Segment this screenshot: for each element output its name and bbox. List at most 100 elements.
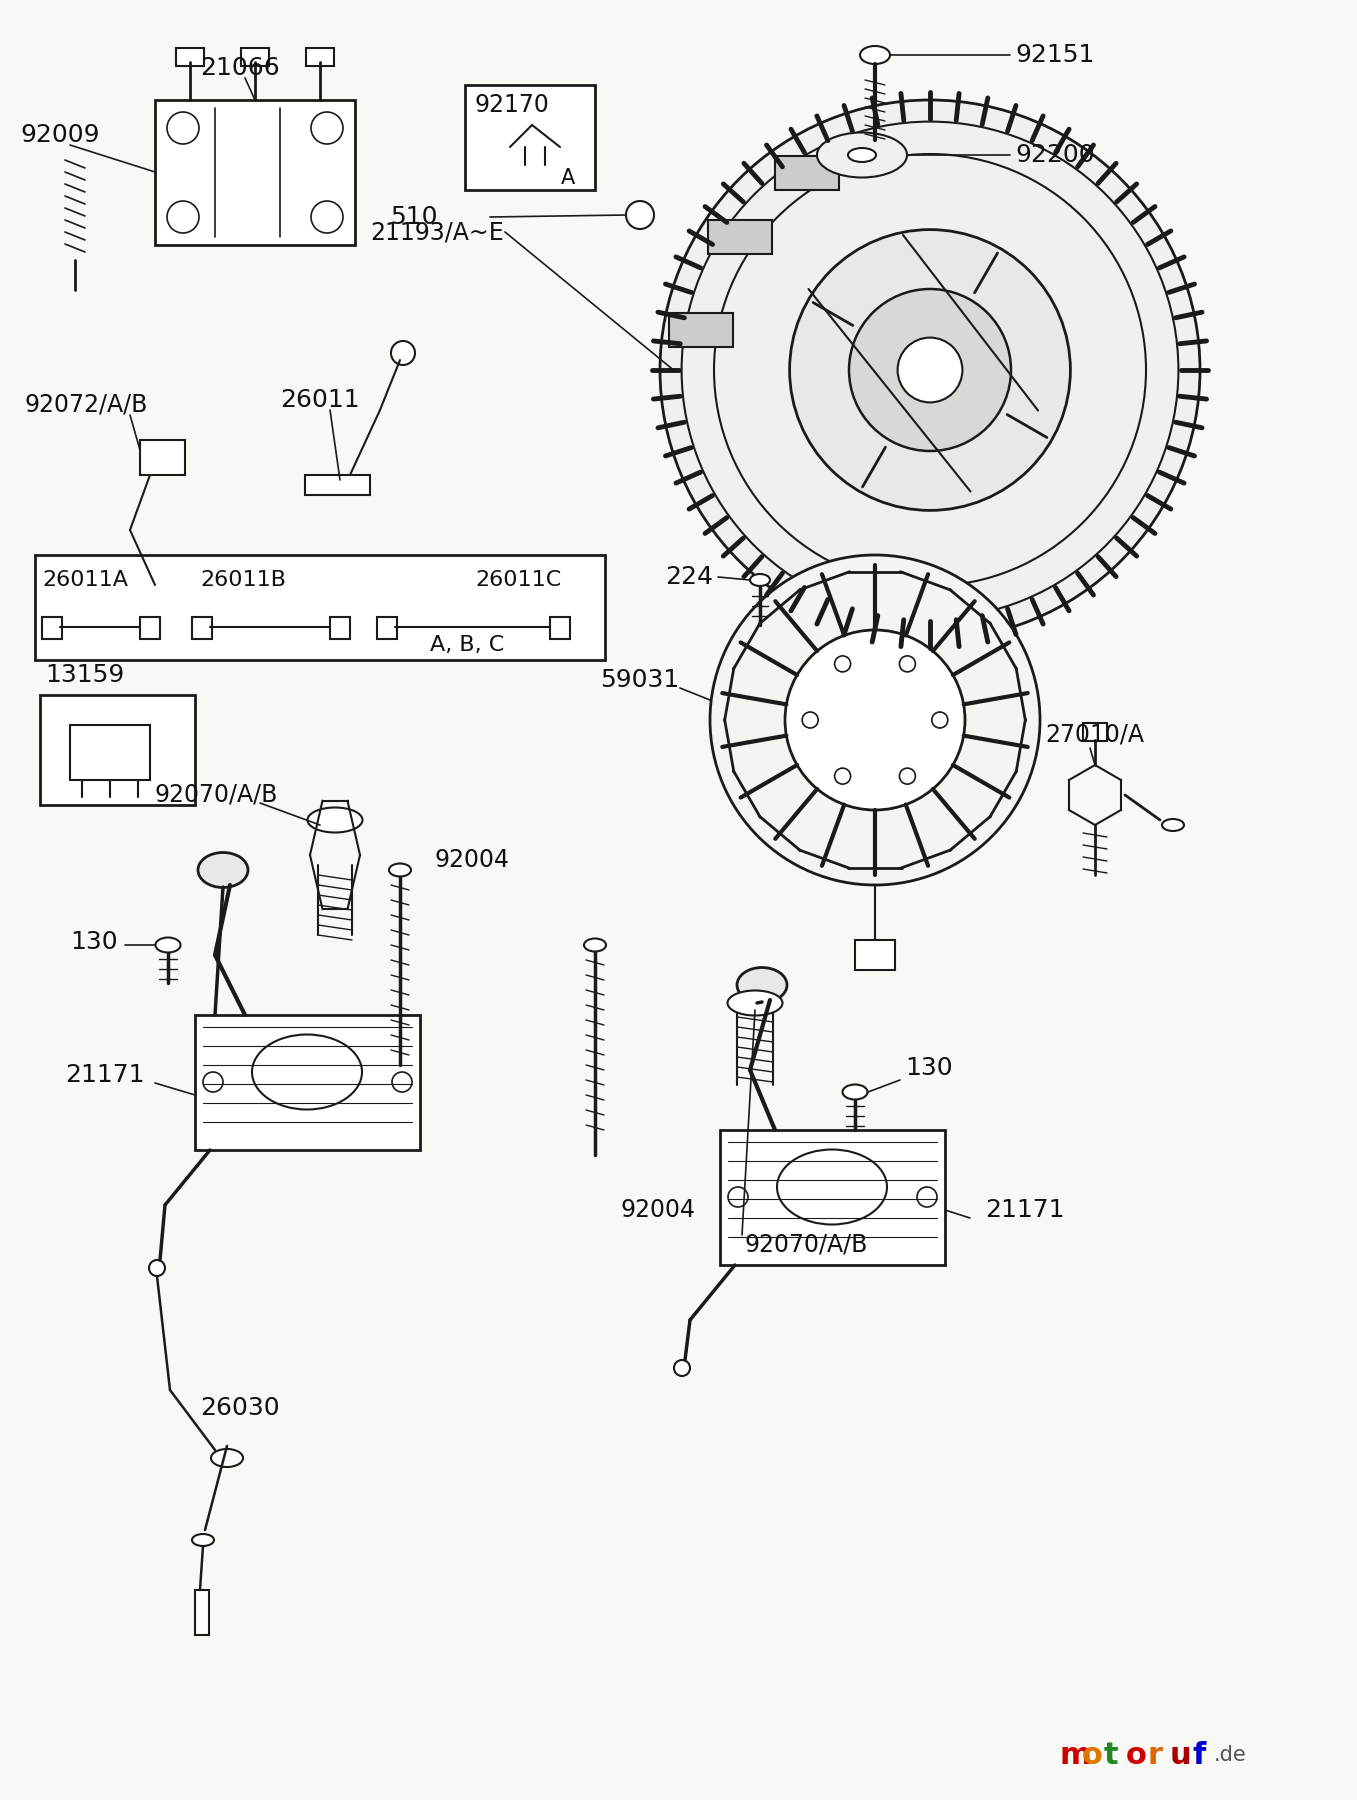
Bar xyxy=(855,940,896,970)
Text: 26011: 26011 xyxy=(280,389,360,412)
Text: 21171: 21171 xyxy=(985,1199,1064,1222)
FancyBboxPatch shape xyxy=(669,313,733,347)
Circle shape xyxy=(849,290,1011,452)
Text: 510: 510 xyxy=(389,205,437,229)
Ellipse shape xyxy=(389,864,411,877)
Bar xyxy=(35,554,605,661)
Ellipse shape xyxy=(778,1150,887,1224)
Circle shape xyxy=(626,202,654,229)
Ellipse shape xyxy=(843,1084,867,1100)
Ellipse shape xyxy=(737,968,787,1003)
Ellipse shape xyxy=(727,990,783,1015)
Circle shape xyxy=(311,112,343,144)
Text: m: m xyxy=(1060,1741,1092,1769)
Circle shape xyxy=(835,655,851,671)
Circle shape xyxy=(784,630,965,810)
Bar xyxy=(42,617,62,639)
Text: o: o xyxy=(1082,1741,1103,1769)
Text: 26030: 26030 xyxy=(199,1397,280,1420)
Ellipse shape xyxy=(860,47,890,65)
Ellipse shape xyxy=(848,148,877,162)
Text: t: t xyxy=(1105,1741,1118,1769)
Circle shape xyxy=(149,1260,166,1276)
Text: 92072/A/B: 92072/A/B xyxy=(24,392,148,418)
Bar xyxy=(305,49,334,67)
Text: A: A xyxy=(560,167,575,187)
Ellipse shape xyxy=(252,1035,362,1109)
Text: f: f xyxy=(1191,1741,1205,1769)
Circle shape xyxy=(900,655,916,671)
Circle shape xyxy=(710,554,1039,886)
Bar xyxy=(140,617,160,639)
Circle shape xyxy=(660,101,1200,641)
Text: 224: 224 xyxy=(665,565,712,589)
Bar xyxy=(1083,724,1107,742)
Text: 92200: 92200 xyxy=(1015,142,1095,167)
Bar xyxy=(465,85,594,191)
Text: 92070/A/B: 92070/A/B xyxy=(745,1233,868,1256)
Bar xyxy=(191,617,212,639)
Text: 59031: 59031 xyxy=(600,668,680,691)
Circle shape xyxy=(204,1073,223,1093)
Bar xyxy=(39,695,195,805)
Ellipse shape xyxy=(198,853,248,887)
Text: o: o xyxy=(1126,1741,1147,1769)
Text: 130: 130 xyxy=(905,1057,953,1080)
Circle shape xyxy=(392,1073,413,1093)
Bar xyxy=(242,49,269,67)
Bar xyxy=(330,617,350,639)
Text: 26011C: 26011C xyxy=(475,571,562,590)
Text: 92170: 92170 xyxy=(475,94,550,117)
Ellipse shape xyxy=(1162,819,1185,832)
Text: 92004: 92004 xyxy=(620,1199,695,1222)
Text: 92070/A/B: 92070/A/B xyxy=(155,783,278,806)
Bar xyxy=(721,1130,944,1265)
Circle shape xyxy=(897,338,962,403)
Text: 13159: 13159 xyxy=(45,662,125,688)
Circle shape xyxy=(790,230,1071,511)
FancyBboxPatch shape xyxy=(708,220,772,254)
Bar xyxy=(377,617,398,639)
Circle shape xyxy=(167,112,199,144)
Text: 26011B: 26011B xyxy=(199,571,286,590)
Text: .de: .de xyxy=(1215,1744,1247,1766)
Circle shape xyxy=(674,1361,689,1375)
Circle shape xyxy=(391,340,415,365)
Bar xyxy=(140,439,185,475)
Circle shape xyxy=(167,202,199,232)
Ellipse shape xyxy=(308,808,362,832)
Bar xyxy=(550,617,570,639)
Text: 21171: 21171 xyxy=(65,1064,144,1087)
Bar xyxy=(71,725,151,779)
Ellipse shape xyxy=(584,938,607,952)
Text: 21193/A~E: 21193/A~E xyxy=(370,220,503,245)
Bar xyxy=(195,1015,421,1150)
Bar xyxy=(176,49,204,67)
Circle shape xyxy=(900,769,916,785)
Text: r: r xyxy=(1148,1741,1163,1769)
Text: 92151: 92151 xyxy=(1015,43,1094,67)
Circle shape xyxy=(917,1186,936,1208)
Text: u: u xyxy=(1170,1741,1191,1769)
FancyBboxPatch shape xyxy=(775,157,839,191)
Text: 92004: 92004 xyxy=(436,848,510,871)
Circle shape xyxy=(311,202,343,232)
Ellipse shape xyxy=(210,1449,243,1467)
Text: 92009: 92009 xyxy=(20,122,99,148)
Ellipse shape xyxy=(191,1534,214,1546)
Circle shape xyxy=(835,769,851,785)
Text: 21066: 21066 xyxy=(199,56,280,79)
Ellipse shape xyxy=(817,133,906,178)
Circle shape xyxy=(727,1186,748,1208)
Ellipse shape xyxy=(750,574,769,587)
Text: 26011A: 26011A xyxy=(42,571,128,590)
Ellipse shape xyxy=(156,938,180,952)
Text: 130: 130 xyxy=(71,931,118,954)
Circle shape xyxy=(932,713,947,727)
Text: A, B, C: A, B, C xyxy=(430,635,505,655)
Text: 27010/A: 27010/A xyxy=(1045,724,1144,747)
Bar xyxy=(195,1589,209,1634)
Bar xyxy=(305,475,370,495)
Bar xyxy=(155,101,356,245)
Circle shape xyxy=(802,713,818,727)
